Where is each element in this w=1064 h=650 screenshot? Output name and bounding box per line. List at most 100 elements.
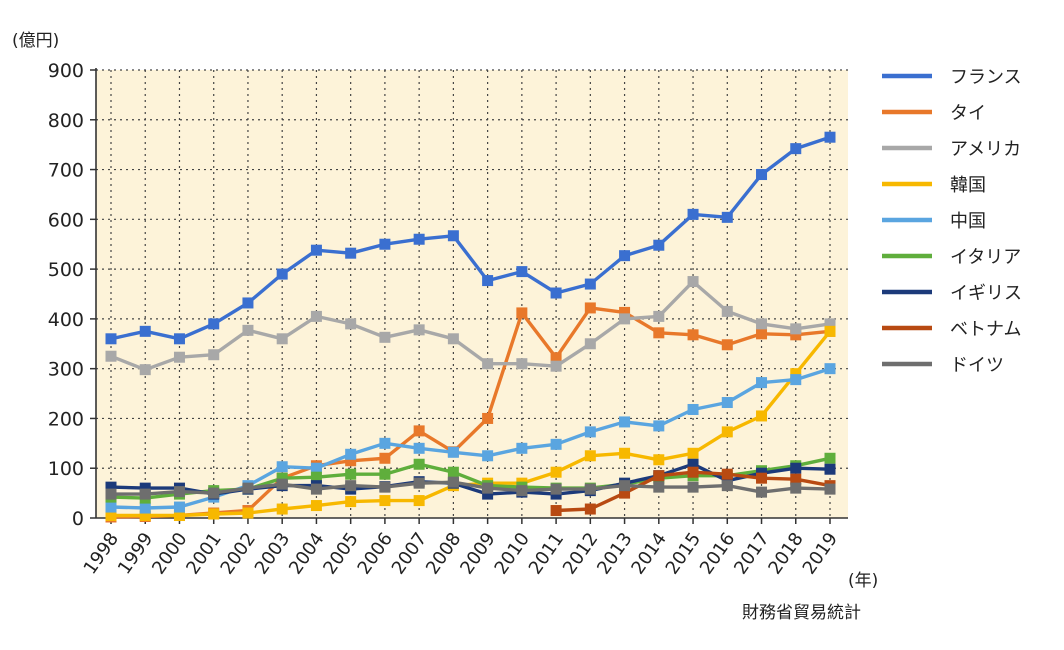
source-label: 財務省貿易統計 [742,603,861,623]
x-tick-label: 2016 [696,529,739,579]
series-9 [105,476,836,500]
legend-label: イタリア [950,247,1021,268]
data-point [482,488,494,500]
series-line [110,306,831,519]
data-point [345,318,357,330]
data-point [208,487,220,499]
x-tick-label: 1998 [80,529,123,579]
data-point [687,466,699,478]
data-point [516,266,528,278]
y-tick-label: 100 [48,458,84,480]
data-point [413,458,425,470]
data-point [105,350,117,362]
data-point [756,377,768,389]
data-point [413,233,425,245]
data-point [756,318,768,330]
data-point [824,131,836,143]
data-point [139,488,151,500]
y-tick-label: 800 [48,110,84,132]
data-point [482,450,494,462]
data-point [653,239,665,251]
data-point [584,302,596,314]
data-point [550,438,562,450]
legend-item: ドイツ [882,355,1004,376]
x-tick-label: 2003 [251,529,294,579]
data-point [687,447,699,459]
data-point [310,244,322,256]
data-point [310,462,322,474]
data-point [242,297,254,309]
data-point [619,447,631,459]
data-point [242,324,254,336]
x-tick-label: 2006 [354,529,397,579]
data-point [687,458,699,470]
data-point [276,478,288,490]
y-tick-label: 700 [48,160,84,182]
y-tick-label: 900 [48,60,84,82]
data-point [139,482,151,494]
data-point [721,480,733,492]
data-point [482,358,494,370]
data-point [790,143,802,155]
data-point [242,507,254,519]
data-point [790,329,802,341]
data-point [619,480,631,492]
data-point [550,352,562,364]
data-point [824,452,836,464]
legend-item: タイ [882,103,986,124]
data-point [619,313,631,325]
data-point [173,501,185,513]
data-point [550,466,562,478]
legend-item: 中国 [882,211,986,232]
data-point [516,358,528,370]
data-point [653,310,665,322]
data-point [550,287,562,299]
legend-item: 韓国 [882,175,986,196]
data-point [379,468,391,480]
data-point [379,495,391,507]
x-tick-label: 2002 [217,529,260,579]
legend-item: イタリア [882,247,1021,268]
data-point [482,412,494,424]
data-point [310,471,322,483]
data-point [790,473,802,485]
data-point [687,403,699,415]
data-point [550,505,562,517]
data-point [105,333,117,345]
data-point [173,351,185,363]
x-tick-label: 2007 [388,529,431,579]
data-point [105,510,117,522]
data-point [721,468,733,480]
data-point [619,250,631,262]
data-point [139,325,151,337]
data-point [824,318,836,330]
data-point [413,324,425,336]
data-point [345,247,357,259]
legend-item: イギリス [882,283,1022,304]
data-point [721,211,733,223]
data-point [516,442,528,454]
x-tick-label: 2018 [764,529,807,579]
x-tick-label: 2009 [456,529,499,579]
data-point [721,339,733,351]
data-point [721,397,733,409]
y-tick-label: 500 [48,259,84,281]
legend-item: アメリカ [882,139,1021,160]
series-3 [105,276,836,376]
data-point [619,306,631,318]
data-point [790,482,802,494]
data-point [584,483,596,495]
data-point [310,483,322,495]
data-point [619,487,631,499]
x-tick-label: 2004 [285,529,328,579]
data-point [824,325,836,337]
data-point [790,368,802,380]
data-point [584,426,596,438]
data-point [310,500,322,512]
data-point [721,305,733,317]
legend-label: ドイツ [950,355,1004,376]
y-tick-label: 600 [48,209,84,231]
data-point [482,482,494,494]
data-point [345,496,357,508]
